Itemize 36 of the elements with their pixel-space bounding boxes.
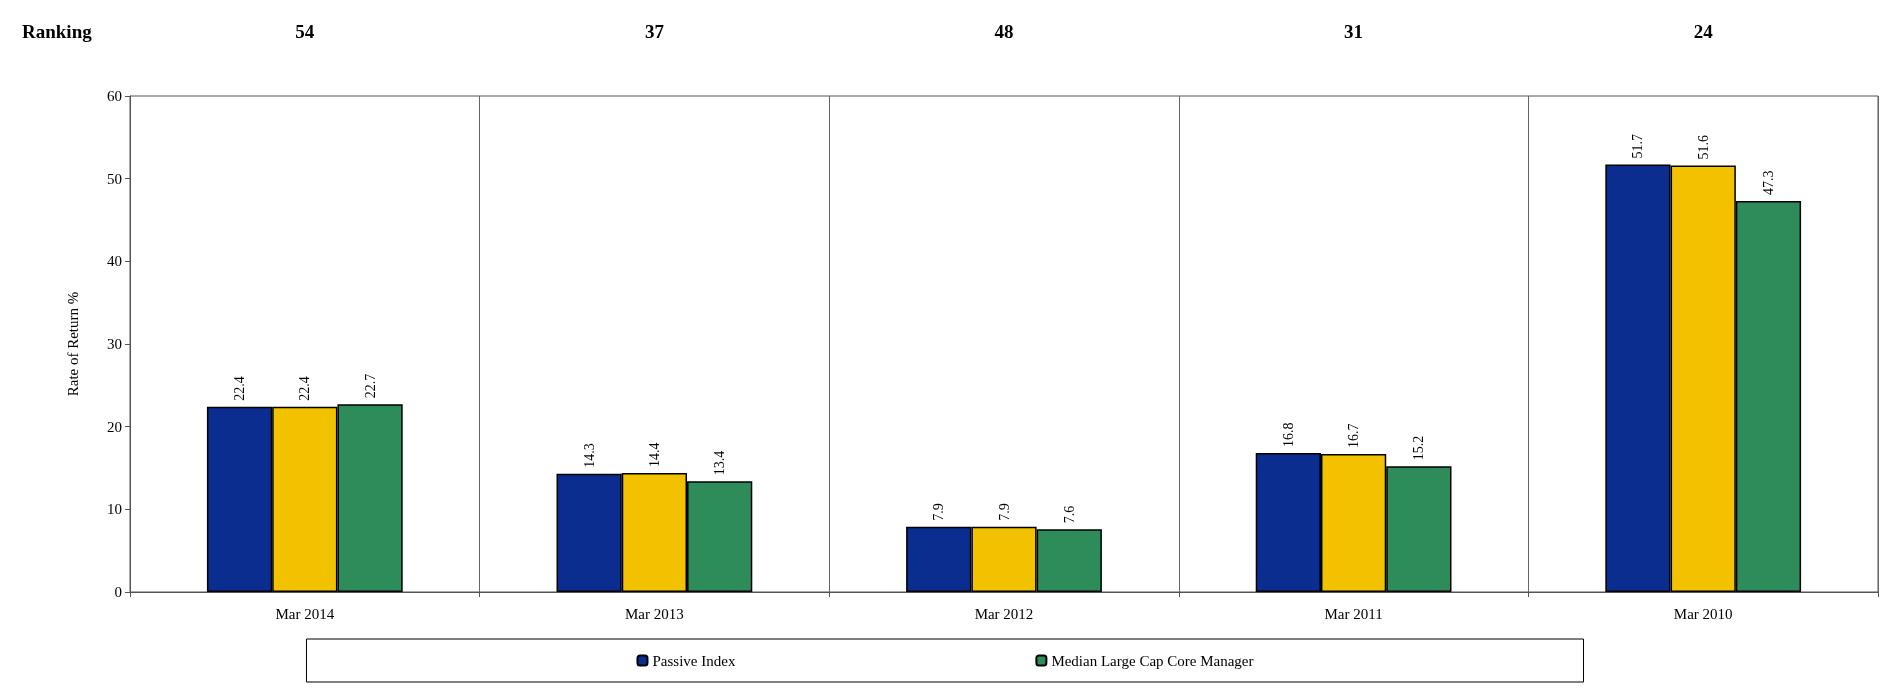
y-tick-label: 40 [107,253,122,270]
data-label: 7.9 [931,503,947,521]
text: Ranking [22,21,93,42]
x-tick-label: Mar 2010 [1673,605,1733,622]
data-label: 47.3 [1760,170,1776,195]
data-label: 22.4 [297,376,313,401]
y-tick-label: 0 [114,584,122,600]
y-tick-label: 10 [107,501,122,518]
x-tick-label: Mar 2014 [275,605,335,622]
text: 31 [1344,21,1364,42]
data-label: 13.4 [712,450,728,476]
data-label: 15.2 [1411,435,1427,461]
text: 24 [1693,21,1714,42]
data-label: 51.7 [1630,134,1646,159]
x-tick-label: Mar 2012 [974,605,1034,622]
data-label: 22.7 [362,373,378,399]
data-label: 7.9 [996,503,1012,521]
y-tick-label: 20 [107,418,122,435]
x-tick-label: Mar 2013 [625,605,684,622]
text: 37 [644,21,665,42]
data-label: 14.4 [646,442,662,467]
x-tick-label: Mar 2011 [1324,605,1383,622]
text: 48 [994,21,1014,42]
data-label: 7.6 [1061,505,1077,524]
data-label: 16.8 [1280,422,1296,448]
data-label: 16.7 [1346,423,1362,448]
y-axis-title: Rate of Return % [64,291,81,397]
y-tick-label: 30 [107,336,122,352]
legend-label: Median Large Cap Core Manager [1051,652,1254,669]
data-label: 51.6 [1695,134,1711,160]
data-label: 22.4 [232,376,248,401]
y-tick-label: 60 [107,88,122,104]
y-tick-label: 50 [107,170,122,187]
data-label: 14.3 [581,443,597,468]
text: 54 [295,21,315,42]
legend-label: Passive Index [652,652,736,669]
